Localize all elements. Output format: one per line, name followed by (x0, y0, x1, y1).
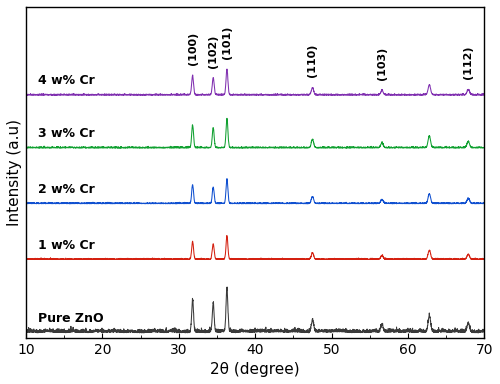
Text: (112): (112) (464, 46, 473, 79)
X-axis label: 2θ (degree): 2θ (degree) (210, 362, 300, 377)
Text: 3 w% Cr: 3 w% Cr (38, 127, 94, 140)
Text: (100): (100) (188, 32, 198, 65)
Y-axis label: Intensity (a.u): Intensity (a.u) (7, 119, 22, 226)
Text: (101): (101) (222, 26, 232, 59)
Text: 2 w% Cr: 2 w% Cr (38, 183, 94, 196)
Text: 4 w% Cr: 4 w% Cr (38, 74, 94, 88)
Text: (110): (110) (308, 44, 318, 78)
Text: (103): (103) (377, 47, 387, 80)
Text: Pure ZnO: Pure ZnO (38, 312, 103, 325)
Text: (102): (102) (208, 34, 218, 68)
Text: 1 w% Cr: 1 w% Cr (38, 239, 94, 252)
